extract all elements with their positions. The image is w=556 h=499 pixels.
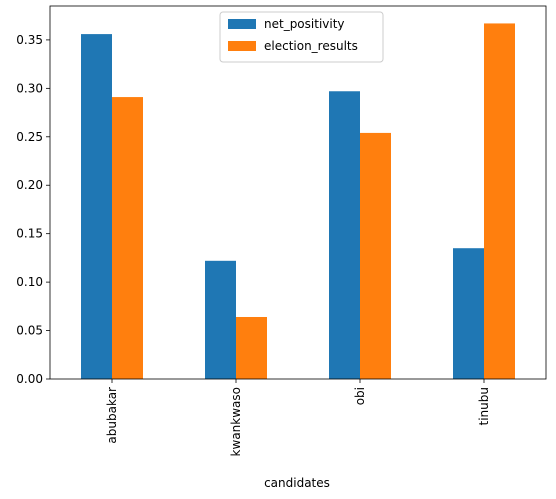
legend-box [219, 11, 384, 63]
y-tick-label: 0.00 [16, 372, 43, 386]
legend-label-net-positivity: net_positivity [264, 17, 345, 31]
bar-net-positivity-obi [329, 91, 360, 379]
x-tick-label-tinubu: tinubu [477, 387, 491, 425]
bar-election-results-abubakar [112, 97, 143, 379]
y-tick-label: 0.30 [16, 81, 43, 95]
plot-frame [49, 5, 547, 380]
bar-net-positivity-kwankwaso [205, 260, 236, 379]
y-tick-label: 0.05 [16, 324, 43, 338]
y-axis: 0.00 0.05 0.10 0.15 0.20 0.25 0.30 0.35 [16, 33, 50, 386]
x-tick-label-kwankwaso: kwankwaso [229, 387, 243, 456]
legend: net_positivity election_results [219, 11, 384, 63]
bar-net-positivity-abubakar [81, 34, 112, 380]
bar-election-results-obi [360, 132, 391, 379]
x-axis-title: candidates [264, 476, 330, 490]
y-tick-label: 0.35 [16, 33, 43, 47]
plot-area [49, 5, 547, 380]
bar-election-results-kwankwaso [236, 316, 267, 379]
legend-label-election-results: election_results [264, 39, 358, 53]
legend-swatch-election-results [228, 41, 256, 51]
x-axis: abubakar kwankwaso obi tinubu [105, 379, 491, 456]
bar-election-results-tinubu [484, 23, 515, 379]
x-tick-label-abubakar: abubakar [105, 387, 119, 444]
x-tick-label-obi: obi [353, 387, 367, 405]
legend-swatch-net-positivity [228, 19, 256, 29]
bar-net-positivity-tinubu [453, 248, 484, 379]
y-tick-label: 0.25 [16, 130, 43, 144]
y-tick-label: 0.20 [16, 178, 43, 192]
y-tick-label: 0.15 [16, 227, 43, 241]
y-tick-label: 0.10 [16, 275, 43, 289]
